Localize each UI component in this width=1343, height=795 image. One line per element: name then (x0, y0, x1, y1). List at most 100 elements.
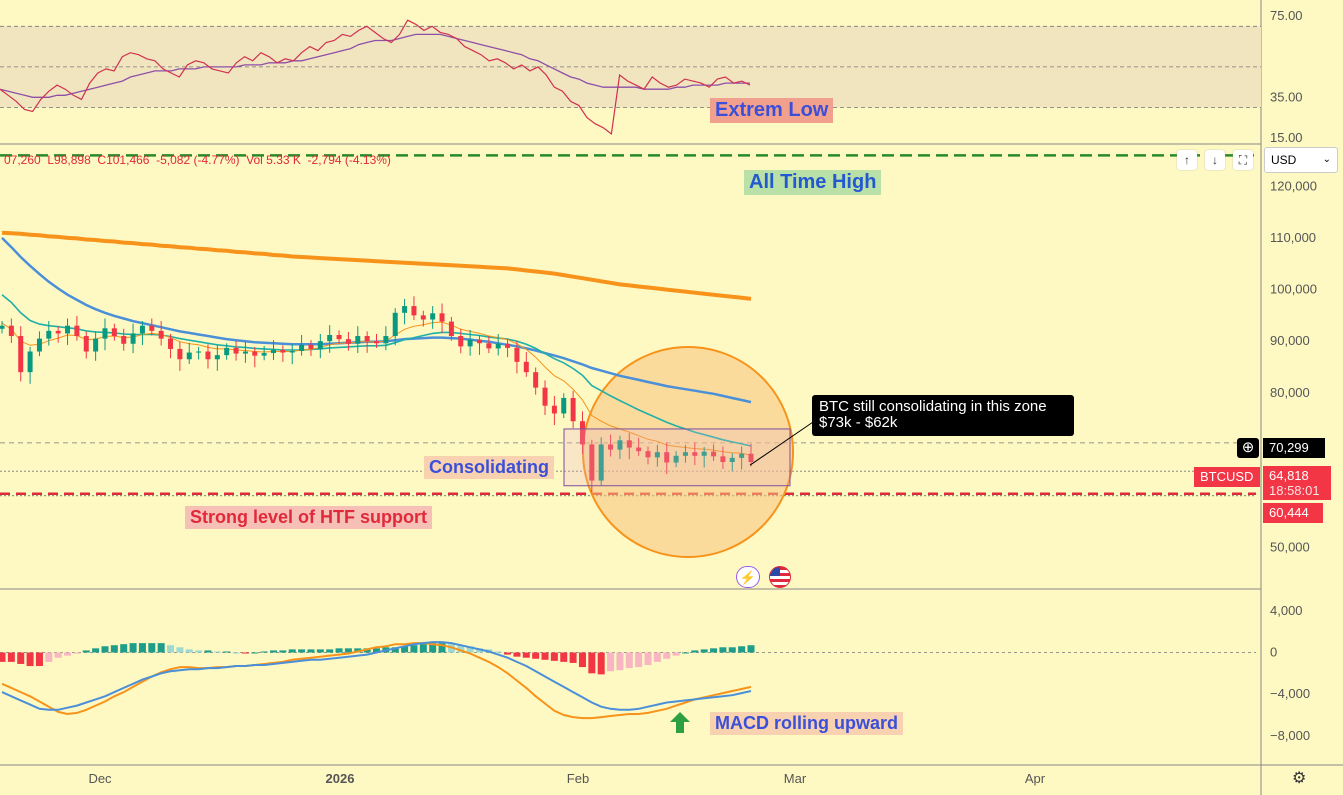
candle (8, 318, 14, 343)
crosshair-price-label: 70,299 (1263, 438, 1325, 458)
candle (205, 344, 211, 369)
candle (402, 298, 408, 325)
us-flag-event-icon[interactable] (769, 566, 791, 588)
candle (46, 321, 52, 346)
rsi-tick-label: 15.00 (1270, 130, 1303, 145)
candle (374, 333, 379, 348)
macd-histogram-bar (560, 652, 568, 662)
candle-body (551, 405, 557, 414)
candle (701, 447, 707, 468)
candle (467, 329, 473, 356)
candle (561, 393, 567, 419)
support-label: Strong level of HTF support (185, 506, 432, 529)
candle-body (139, 325, 145, 334)
candle-body (486, 343, 492, 349)
macd-histogram-bar (719, 647, 727, 653)
candle-body (411, 306, 417, 316)
macd-histogram-bar (513, 652, 521, 657)
candle-body (383, 336, 389, 344)
macd-histogram-bar (129, 643, 137, 653)
macd-histogram-bar (213, 651, 221, 653)
candle-body (617, 440, 623, 450)
macd-histogram-bar (504, 652, 512, 655)
candle (74, 315, 80, 341)
macd-histogram-bar (167, 645, 175, 653)
candle-body (692, 452, 698, 456)
candle (336, 330, 342, 344)
candle (55, 326, 61, 343)
candle-body (626, 440, 632, 448)
macd-histogram-bar (494, 651, 502, 653)
macd-histogram-bar (270, 650, 278, 653)
candle (692, 442, 698, 466)
price-tick-label: 50,000 (1270, 540, 1310, 555)
x-axis-label: Dec (88, 771, 112, 786)
sma-long-line (1, 230, 752, 301)
macd-histogram-bar (82, 650, 90, 653)
candle-body (102, 328, 108, 339)
macd-tick-label: 4,000 (1270, 603, 1303, 618)
macd-histogram-bar (157, 643, 165, 653)
macd-histogram-bar (185, 649, 193, 653)
macd-histogram-bar (260, 651, 268, 653)
candle (458, 328, 464, 354)
candle (289, 343, 295, 365)
candle (186, 342, 192, 364)
candle (505, 339, 511, 358)
settings-gear-icon[interactable]: ⚙ (1292, 770, 1307, 787)
flash-event-icon[interactable]: ⚡ (736, 566, 760, 588)
macd-histogram-bar (466, 646, 474, 653)
macd-histogram-bar (710, 648, 718, 653)
macd-histogram-bar (597, 652, 605, 675)
candle (280, 345, 286, 362)
candle (252, 346, 258, 368)
scroll-down-button[interactable]: ↓ (1205, 150, 1225, 170)
consolidation-zone-box (563, 428, 791, 487)
candle-body (392, 312, 398, 337)
expand-button[interactable]: ⛶ (1233, 150, 1253, 170)
candle-body (636, 447, 642, 452)
candle (158, 321, 164, 346)
candle-body (664, 452, 670, 463)
candle (18, 326, 24, 382)
candle (364, 331, 370, 353)
candle-body (542, 387, 548, 406)
macd-histogram-bar (298, 649, 306, 653)
price-tick-label: 110,000 (1270, 230, 1316, 245)
candle-body (121, 336, 127, 344)
macd-histogram-bar (316, 649, 324, 653)
candle-body (186, 352, 192, 360)
candle-body (608, 444, 614, 450)
candle (420, 310, 426, 327)
macd-histogram-bar (438, 643, 446, 653)
candle (448, 316, 454, 341)
macd-signal-line (1, 642, 752, 720)
candle-body (93, 338, 99, 352)
ohlc-header: 07,260 L98,898 C101,466 -5,082 (-4.77%) … (4, 153, 391, 167)
candle (654, 444, 660, 467)
macd-histogram-bar (625, 652, 633, 669)
macd-histogram-bar (607, 652, 615, 672)
currency-selector[interactable]: USD ⌄ (1264, 147, 1338, 173)
candle (729, 453, 735, 472)
candle-body (598, 444, 604, 481)
crosshair-add-icon[interactable]: ⊕ (1237, 438, 1259, 458)
candle (626, 433, 632, 460)
candle-body (55, 330, 61, 334)
candle-body (327, 334, 333, 342)
callout-connector (749, 419, 817, 466)
macd-histogram-bar (251, 652, 259, 654)
macd-histogram-bar (335, 648, 343, 653)
macd-histogram-bar (101, 646, 109, 653)
macd-histogram-bar (747, 645, 755, 653)
scroll-up-button[interactable]: ↑ (1177, 150, 1197, 170)
macd-histogram-bar (663, 652, 671, 659)
macd-histogram-bar (700, 649, 708, 653)
candle-body (214, 355, 220, 360)
macd-histogram-bar (195, 650, 203, 653)
candle (682, 444, 688, 463)
candle-body (495, 343, 501, 349)
rsi-extreme-low-label: Extrem Low (710, 98, 834, 123)
macd-histogram-bar (326, 649, 334, 653)
